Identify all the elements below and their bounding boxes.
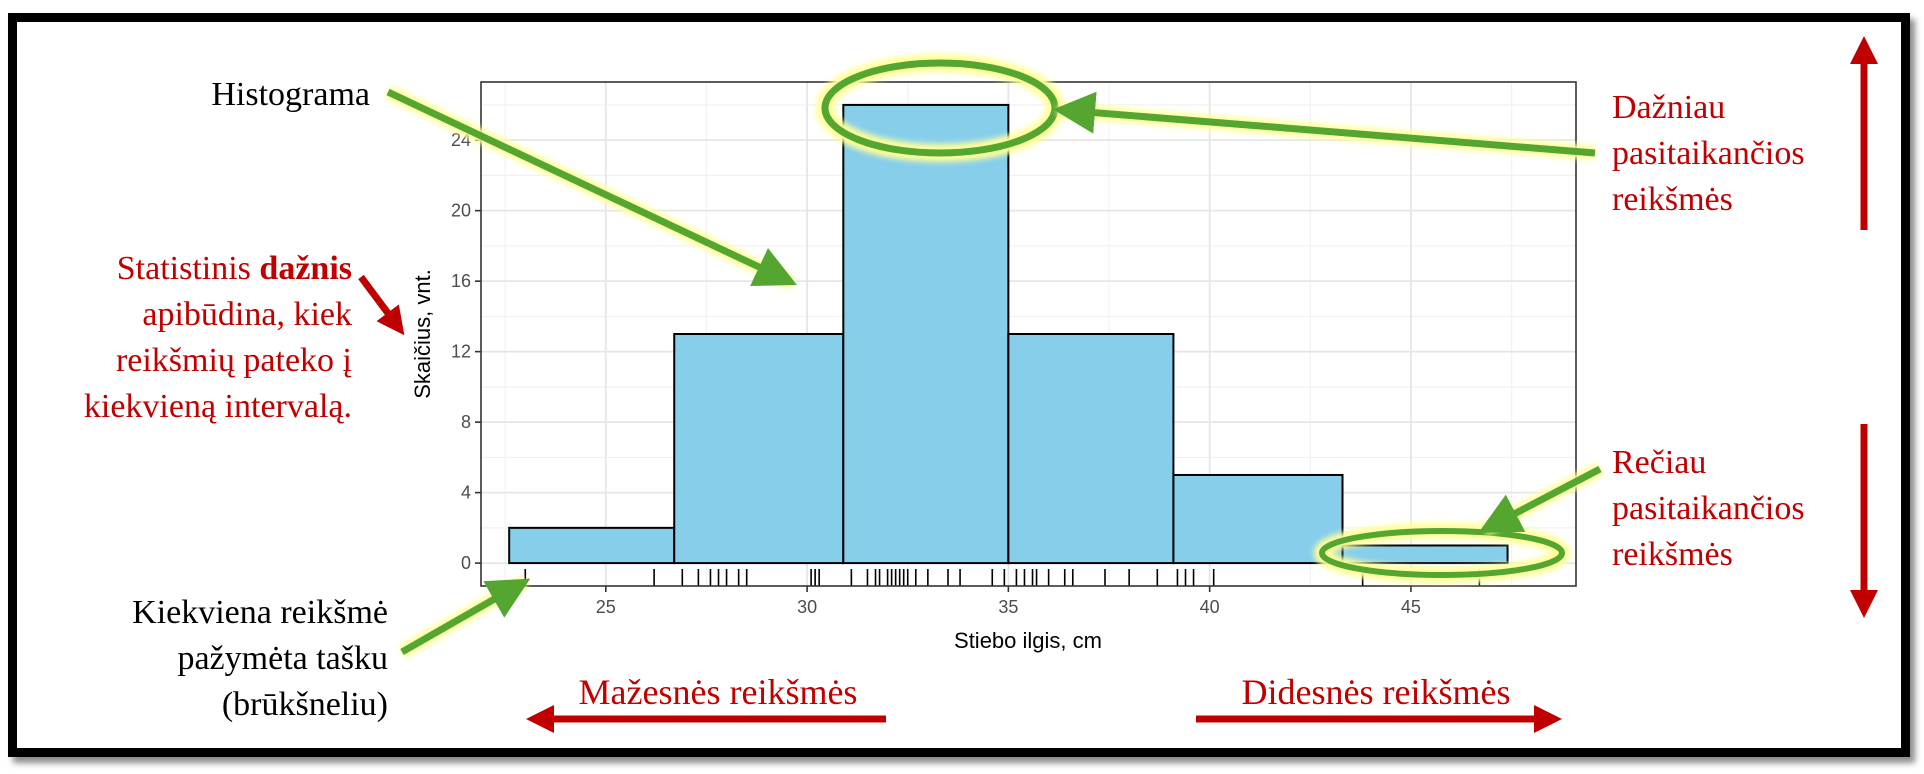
rare-line-2: pasitaikančios [1612,490,1805,527]
y-tick-label: 4 [461,483,471,503]
rug-marks [524,569,1481,586]
histogram-label: Histograma [211,76,370,113]
frequent-line-2: pasitaikančios [1612,135,1805,172]
y-tick-label: 8 [461,412,471,432]
frequency-line-3: kiekvieną intervalą. [84,388,352,425]
tail-ellipse [1319,528,1565,578]
x-tick-label: 25 [596,597,616,617]
x-tick-label: 45 [1401,597,1421,617]
bars [508,103,1509,565]
frequency-line-1: apibūdina, kiek [142,296,352,333]
x-tick-label: 30 [797,597,817,617]
frequent-arrow [1053,91,1596,157]
y-tick-label: 20 [451,201,471,221]
histogram-arrow [386,88,797,287]
y-tick-label: 12 [451,342,471,362]
frequent-line-3: reikšmės [1612,181,1733,218]
rug-arrow [400,578,531,656]
x-tick-label: 35 [998,597,1018,617]
rare-arrow [1478,465,1602,533]
rug-line-3: (brūkšneliu) [222,686,388,723]
frequency-title-pre: Statistinis [117,250,260,287]
green-arrows [385,85,1604,659]
smaller-values-label: Mažesnės reikšmės [579,672,858,712]
rare-line-1: Rečiau [1612,444,1706,481]
frequency-title: Statistinis dažnis [117,250,352,287]
red-arrows [358,36,1878,733]
histogram-bar [1007,333,1175,565]
frequency-arrow [358,274,405,336]
y-tick-label: 0 [461,553,471,573]
larger-values-label: Didesnės reikšmės [1242,672,1511,712]
histogram-bar [508,526,676,565]
y-tick-label: 16 [451,271,471,291]
rug-line-2: pažymėta tašku [177,640,388,677]
histogram-bar [1172,473,1344,565]
x-tick-label: 40 [1200,597,1220,617]
frequent-line-1: Dažniau [1612,89,1725,126]
histogram-bar [1341,544,1509,565]
histogram-bar [673,333,845,565]
y-axis-label: Skaičius, vnt. [410,269,435,399]
x-axis: 25 30 35 40 45 [596,586,1421,617]
frequency-line-2: reikšmių pateko į [116,342,352,379]
rug-line-1: Kiekviena reikšmė [132,594,388,631]
x-axis-label: Stiebo ilgis, cm [954,628,1102,653]
frequency-title-bold: dažnis [259,250,352,287]
histogram-bar [842,103,1010,565]
annotation-texts: Histograma Statistinis dažnis apibūdina,… [84,76,1805,723]
rare-line-3: reikšmės [1612,536,1733,573]
